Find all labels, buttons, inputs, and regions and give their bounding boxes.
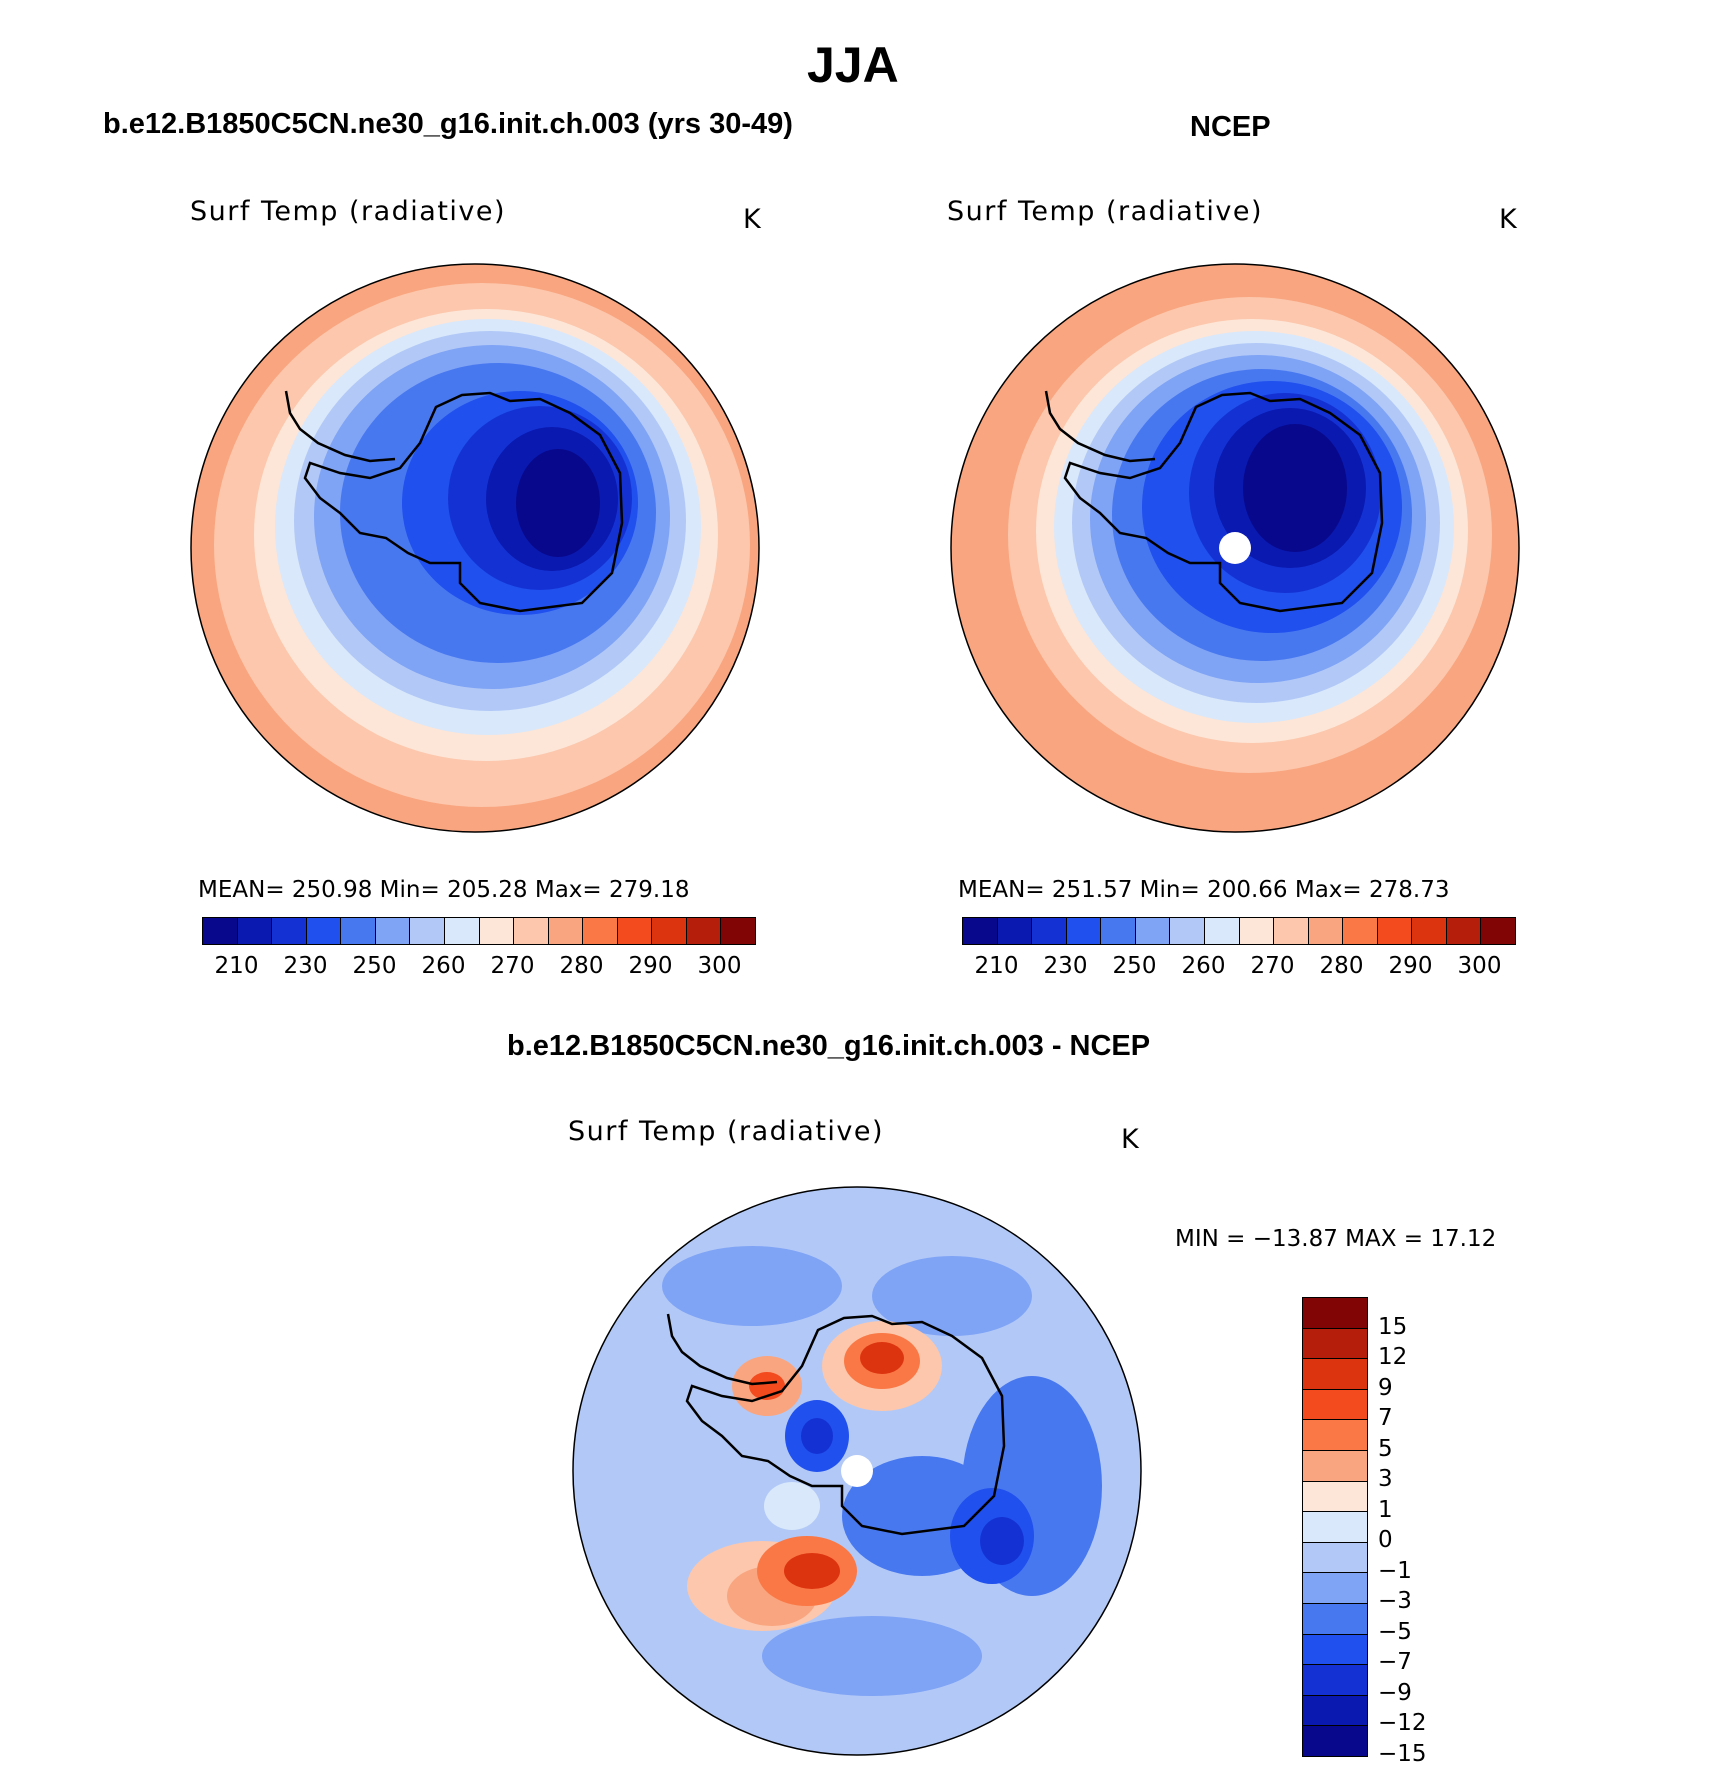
- colorbar-tick-label: 230: [1043, 953, 1088, 979]
- diff-colorbar: [1302, 1297, 1368, 1757]
- colorbar-swatch: [341, 918, 376, 944]
- right-units-label: K: [1499, 204, 1519, 235]
- colorbar-swatch: [1303, 1603, 1367, 1635]
- colorbar-swatch: [1303, 1665, 1367, 1696]
- colorbar-tick-label: 300: [697, 953, 742, 979]
- colorbar-swatch: [1066, 918, 1102, 944]
- left-stats: MEAN= 250.98 Min= 205.28 Max= 279.18: [198, 877, 690, 903]
- colorbar-swatch: [963, 918, 998, 944]
- colorbar-tick-label: 260: [421, 953, 466, 979]
- colorbar-swatch: [1032, 918, 1067, 944]
- colorbar-swatch: [1303, 1420, 1367, 1451]
- colorbar-tick-label: 300: [1457, 953, 1502, 979]
- colorbar-tick-label: 280: [559, 953, 604, 979]
- colorbar-swatch: [306, 918, 342, 944]
- colorbar-tick-label: 270: [490, 953, 535, 979]
- diff-units-label: K: [1121, 1124, 1141, 1155]
- right-plot-label: Surf Temp (radiative): [947, 196, 1264, 227]
- colorbar-tick-label: 9: [1378, 1374, 1393, 1401]
- colorbar-tick-label: 290: [1388, 953, 1433, 979]
- left-polar-map: [190, 263, 760, 833]
- diff-plot-label: Surf Temp (radiative): [568, 1116, 885, 1147]
- colorbar-swatch: [1446, 918, 1482, 944]
- colorbar-swatch: [1135, 918, 1171, 944]
- right-case-title: NCEP: [1190, 111, 1271, 143]
- colorbar-tick-label: 250: [1112, 953, 1157, 979]
- colorbar-tick-label: 210: [974, 953, 1019, 979]
- colorbar-swatch: [237, 918, 273, 944]
- colorbar-swatch: [548, 918, 584, 944]
- colorbar-swatch: [1204, 918, 1240, 944]
- diff-case-title: b.e12.B1850C5CN.ne30_g16.init.ch.003 - N…: [507, 1030, 1151, 1062]
- colorbar-swatch: [1303, 1481, 1367, 1513]
- colorbar-swatch: [1239, 918, 1275, 944]
- colorbar-tick-label: 1: [1378, 1496, 1393, 1523]
- colorbar-tick-label: −9: [1378, 1679, 1412, 1706]
- colorbar-tick-label: −15: [1378, 1741, 1427, 1767]
- colorbar-swatch: [1303, 1542, 1367, 1574]
- colorbar-tick-label: 290: [628, 953, 673, 979]
- colorbar-tick-label: 250: [352, 953, 397, 979]
- colorbar-swatch: [203, 918, 238, 944]
- diff-polar-map: [572, 1186, 1142, 1756]
- left-units-label: K: [743, 204, 763, 235]
- colorbar-swatch: [617, 918, 653, 944]
- colorbar-swatch: [1303, 1389, 1367, 1421]
- colorbar-tick-label: 230: [283, 953, 328, 979]
- colorbar-swatch: [1303, 1573, 1367, 1604]
- colorbar-swatch: [1303, 1634, 1367, 1666]
- colorbar-swatch: [1303, 1298, 1367, 1329]
- right-stats: MEAN= 251.57 Min= 200.66 Max= 278.73: [958, 877, 1450, 903]
- antarctica-coastline: [303, 391, 624, 613]
- colorbar-swatch: [1412, 918, 1447, 944]
- main-title: JJA: [807, 37, 899, 93]
- colorbar-swatch: [410, 918, 445, 944]
- colorbar-swatch: [1170, 918, 1205, 944]
- colorbar-swatch: [1308, 918, 1344, 944]
- colorbar-swatch: [514, 918, 549, 944]
- colorbar-tick-label: 5: [1378, 1435, 1393, 1462]
- colorbar-swatch: [272, 918, 307, 944]
- colorbar-tick-label: −1: [1378, 1557, 1412, 1584]
- colorbar-tick-label: 12: [1378, 1344, 1408, 1371]
- colorbar-tick-label: 260: [1181, 953, 1226, 979]
- right-polar-map: [950, 263, 1520, 833]
- colorbar-tick-label: −5: [1378, 1618, 1412, 1645]
- left-plot-label: Surf Temp (radiative): [190, 196, 507, 227]
- colorbar-tick-label: −12: [1378, 1710, 1427, 1737]
- right-colorbar: [962, 917, 1516, 945]
- colorbar-swatch: [1481, 918, 1515, 944]
- left-case-title: b.e12.B1850C5CN.ne30_g16.init.ch.003 (yr…: [103, 108, 793, 140]
- colorbar-tick-label: −3: [1378, 1588, 1412, 1615]
- colorbar-swatch: [1343, 918, 1378, 944]
- colorbar-swatch: [686, 918, 722, 944]
- colorbar-tick-label: 15: [1378, 1313, 1408, 1340]
- colorbar-tick-label: 270: [1250, 953, 1295, 979]
- colorbar-swatch: [1303, 1450, 1367, 1482]
- colorbar-swatch: [1303, 1328, 1367, 1360]
- colorbar-swatch: [375, 918, 411, 944]
- colorbar-tick-label: 3: [1378, 1466, 1393, 1493]
- colorbar-tick-label: 210: [214, 953, 259, 979]
- left-colorbar: [202, 917, 756, 945]
- colorbar-tick-label: −7: [1378, 1649, 1412, 1676]
- colorbar-swatch: [583, 918, 618, 944]
- colorbar-tick-label: 280: [1319, 953, 1364, 979]
- colorbar-swatch: [997, 918, 1033, 944]
- colorbar-swatch: [652, 918, 687, 944]
- colorbar-swatch: [1303, 1726, 1367, 1756]
- diff-stats: MIN = −13.87 MAX = 17.12: [1175, 1226, 1497, 1252]
- colorbar-swatch: [1303, 1359, 1367, 1390]
- colorbar-swatch: [1303, 1695, 1367, 1727]
- colorbar-swatch: [1274, 918, 1309, 944]
- colorbar-swatch: [721, 918, 755, 944]
- colorbar-swatch: [1377, 918, 1413, 944]
- colorbar-swatch: [479, 918, 515, 944]
- colorbar-swatch: [1101, 918, 1136, 944]
- colorbar-swatch: [444, 918, 480, 944]
- colorbar-tick-label: 7: [1378, 1405, 1393, 1432]
- colorbar-swatch: [1303, 1512, 1367, 1543]
- colorbar-tick-label: 0: [1378, 1527, 1393, 1554]
